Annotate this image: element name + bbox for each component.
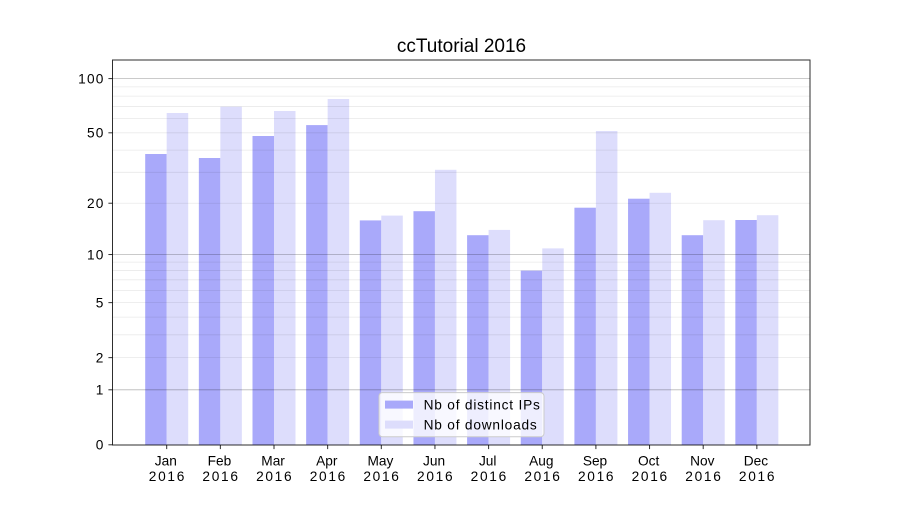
svg-text:2016: 2016 xyxy=(578,469,615,484)
svg-text:May: May xyxy=(367,454,393,469)
svg-text:2016: 2016 xyxy=(632,469,669,484)
svg-text:2016: 2016 xyxy=(363,469,400,484)
svg-text:Nov: Nov xyxy=(690,454,714,469)
svg-text:Feb: Feb xyxy=(208,454,232,469)
svg-text:2016: 2016 xyxy=(471,469,508,484)
svg-text:2016: 2016 xyxy=(256,469,293,484)
svg-text:ccTutorial 2016: ccTutorial 2016 xyxy=(397,36,526,57)
svg-text:Aug: Aug xyxy=(529,454,553,469)
svg-text:20: 20 xyxy=(87,196,105,211)
svg-text:Oct: Oct xyxy=(638,454,659,469)
svg-text:2016: 2016 xyxy=(202,469,239,484)
svg-text:50: 50 xyxy=(87,126,105,141)
svg-text:10: 10 xyxy=(87,247,105,262)
svg-text:Jan: Jan xyxy=(155,454,177,469)
svg-text:Jul: Jul xyxy=(479,454,497,469)
svg-text:100: 100 xyxy=(78,71,104,86)
svg-text:5: 5 xyxy=(96,296,105,311)
svg-text:Sep: Sep xyxy=(583,454,608,469)
svg-text:Dec: Dec xyxy=(744,454,768,469)
svg-text:Apr: Apr xyxy=(316,454,338,469)
svg-text:Nb of downloads: Nb of downloads xyxy=(424,417,538,432)
svg-text:2016: 2016 xyxy=(149,469,186,484)
svg-text:1: 1 xyxy=(96,383,105,398)
svg-text:2016: 2016 xyxy=(739,469,776,484)
svg-text:2: 2 xyxy=(96,351,105,366)
svg-text:0: 0 xyxy=(96,438,105,453)
svg-text:2016: 2016 xyxy=(310,469,347,484)
svg-text:Mar: Mar xyxy=(261,454,285,469)
svg-text:2016: 2016 xyxy=(417,469,454,484)
svg-text:2016: 2016 xyxy=(524,469,561,484)
svg-text:2016: 2016 xyxy=(685,469,722,484)
svg-text:Jun: Jun xyxy=(423,454,445,469)
svg-text:Nb of distinct IPs: Nb of distinct IPs xyxy=(424,397,541,412)
